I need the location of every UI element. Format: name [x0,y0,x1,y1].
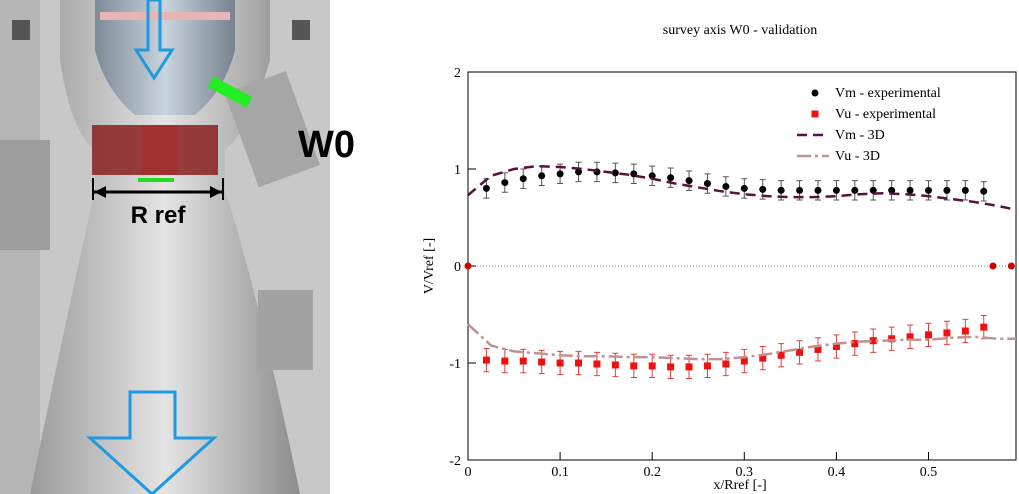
data-point [649,362,656,369]
data-point [501,179,508,186]
data-point [686,363,693,370]
data-point [593,360,600,367]
x-tick-label: 0.4 [828,465,846,480]
page: R ref W0 survey axis W0 - validation x/R… [0,0,1019,494]
data-point [520,175,527,182]
x-tick-label: 0.3 [736,465,754,480]
series-line [468,324,1016,359]
illustration: R ref W0 [0,0,355,494]
chart: survey axis W0 - validation x/Rref [-] V… [422,23,1016,493]
data-point [575,360,582,367]
data-point [1008,263,1015,270]
hub-ring [100,12,230,20]
data-point [704,362,711,369]
x-tick-label: 0.1 [551,465,569,480]
y-tick-label: 1 [454,163,461,178]
data-point [759,186,766,193]
data-point [538,172,545,179]
legend-marker [812,111,819,118]
data-point [814,187,821,194]
data-point [483,185,490,192]
label-rref: R ref [131,202,187,229]
y-tick-label: -2 [449,454,461,469]
y-tick-label: 2 [454,66,461,81]
data-point [667,174,674,181]
data-point [557,360,564,367]
flange-left [0,140,50,250]
probe [138,178,174,182]
data-point [612,361,619,368]
figure: R ref W0 survey axis W0 - validation x/R… [0,0,1019,494]
x-tick-label: 0 [465,465,472,480]
data-point [667,363,674,370]
data-point [833,187,840,194]
x-tick-label: 0.5 [920,465,938,480]
legend-marker [812,90,819,97]
data-point [520,358,527,365]
legend-label: Vu - 3D [835,149,880,164]
data-point [538,359,545,366]
data-point [962,187,969,194]
data-point [557,170,564,177]
data-point [925,187,932,194]
data-point [943,187,950,194]
legend-label: Vu - experimental [835,107,936,122]
data-point [851,187,858,194]
rotor-core [142,125,178,175]
data-point [796,187,803,194]
y-tick-label: -1 [449,357,461,372]
label-w0: W0 [298,124,355,166]
y-tick-label: 0 [454,260,461,275]
data-point [980,188,987,195]
data-point [704,180,711,187]
flange-right-lower [258,290,313,370]
data-point [907,187,914,194]
legend-label: Vm - 3D [835,128,885,143]
y-axis-label: V/Vref [-] [422,238,437,294]
x-tick-label: 0.2 [643,465,661,480]
data-point [925,331,932,338]
data-point [989,263,996,270]
data-point [483,357,490,364]
data-point [796,349,803,356]
data-point [722,183,729,190]
x-axis-label: x/Rref [-] [713,478,766,493]
data-point [465,263,472,270]
data-point [686,177,693,184]
legend-label: Vm - experimental [835,86,941,101]
data-point [630,362,637,369]
data-point [962,327,969,334]
data-point [778,187,785,194]
data-point [741,185,748,192]
bracket [12,20,30,40]
data-point [722,360,729,367]
chart-title: survey axis W0 - validation [663,23,818,38]
data-point [980,324,987,331]
bracket [292,20,310,40]
data-point [943,329,950,336]
data-point [501,358,508,365]
